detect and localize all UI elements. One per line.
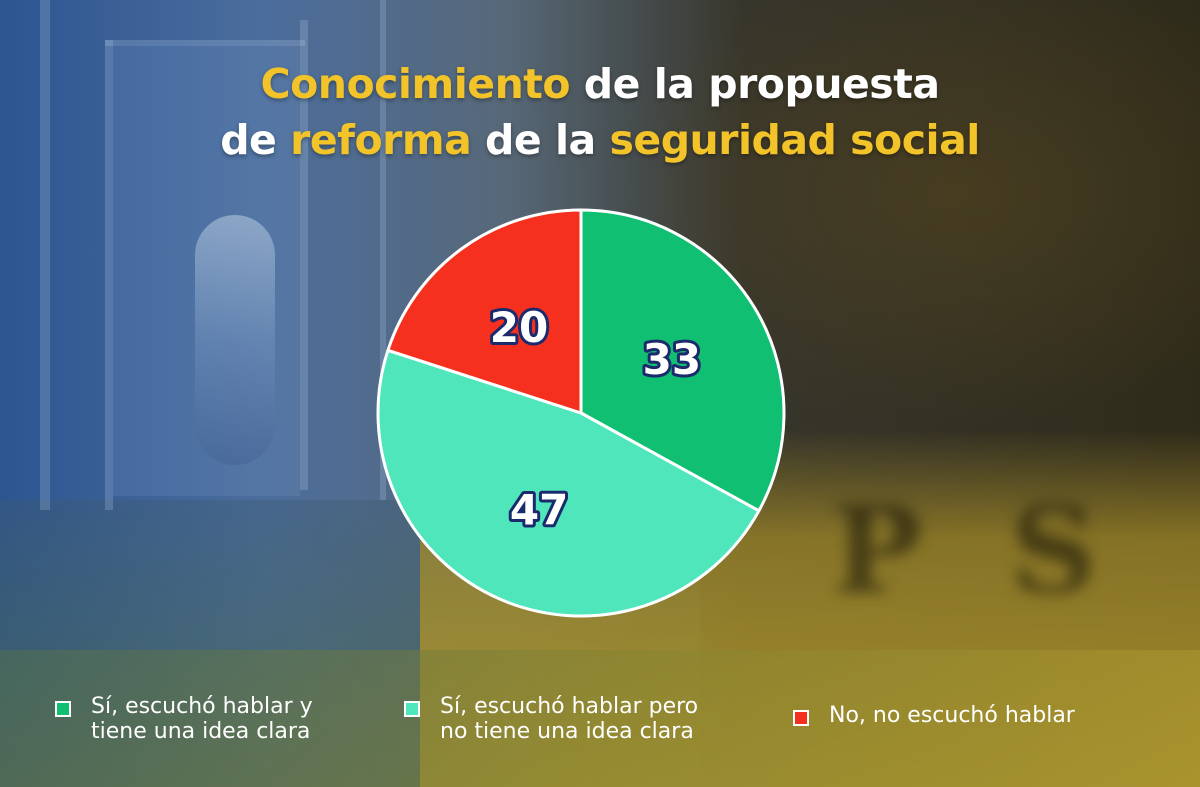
- door-frame: [40, 0, 50, 510]
- legend-label: No, no escuchó hablar: [829, 703, 1075, 728]
- title-line-2: de reforma de la seguridad social: [0, 112, 1200, 168]
- title-text: de la propuesta: [570, 60, 940, 108]
- background-bottom-tint: [0, 650, 1200, 787]
- chart-title: Conocimiento de la propuesta de reforma …: [0, 56, 1200, 168]
- title-highlight: Conocimiento: [260, 60, 571, 108]
- door-frame: [300, 20, 308, 490]
- legend-swatch: [793, 710, 809, 726]
- pie-slice-1: [579, 208, 786, 513]
- pie-slice-2: [376, 348, 761, 618]
- legend-swatch: [55, 701, 71, 717]
- door-frame: [380, 0, 386, 500]
- pie-value-label-3: 20: [490, 303, 548, 352]
- blurred-sign-letter: P: [832, 480, 923, 621]
- pie-value-label-1: 33: [643, 335, 701, 384]
- title-text: de la: [471, 116, 610, 164]
- title-line-1: Conocimiento de la propuesta: [0, 56, 1200, 112]
- title-highlight: seguridad social: [609, 116, 980, 164]
- legend-item-2: Sí, escuchó hablar pero no tiene una ide…: [404, 694, 698, 744]
- legend-label: Sí, escuchó hablar pero no tiene una ide…: [440, 694, 699, 744]
- door-frame: [105, 40, 113, 510]
- pie-slice-3: [386, 208, 583, 415]
- door-glass: [113, 46, 300, 496]
- legend-item-3: No, no escuchó hablar: [793, 703, 1075, 728]
- title-highlight: reforma: [290, 116, 472, 164]
- pie-value-label-2: 47: [510, 485, 568, 534]
- blurred-sign-letter: S: [1010, 480, 1097, 621]
- door-frame: [105, 40, 305, 46]
- legend-label: Sí, escuchó hablar y tiene una idea clar…: [91, 694, 313, 744]
- walking-person: [195, 215, 275, 465]
- title-text: de: [220, 116, 291, 164]
- legend-item-1: Sí, escuchó hablar y tiene una idea clar…: [55, 694, 313, 744]
- legend-swatch: [404, 701, 420, 717]
